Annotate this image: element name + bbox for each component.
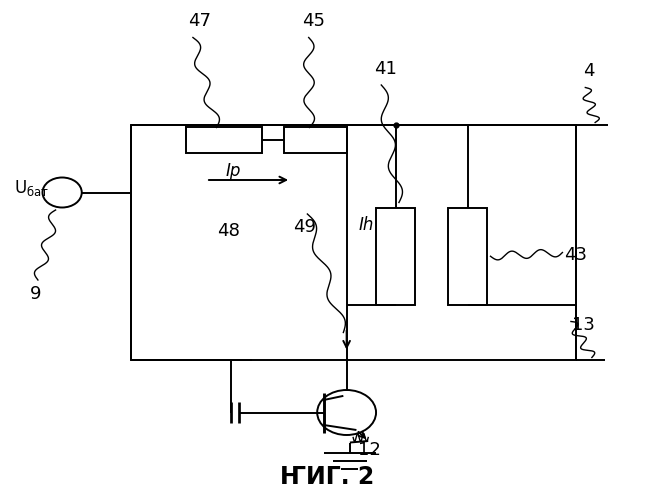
Text: 47: 47: [188, 12, 211, 30]
Bar: [284, 128, 347, 152]
Bar: [376, 208, 415, 305]
Text: 49: 49: [292, 218, 316, 236]
Text: U$_{\mathregular{бат}}$: U$_{\mathregular{бат}}$: [14, 178, 50, 198]
Bar: [131, 125, 576, 360]
Text: 43: 43: [564, 246, 587, 264]
Text: 9: 9: [30, 285, 42, 303]
Text: 4: 4: [583, 62, 594, 80]
Text: 12: 12: [358, 441, 381, 459]
Text: 13: 13: [572, 316, 595, 334]
Bar: [186, 128, 262, 152]
Text: Ip: Ip: [226, 162, 241, 180]
Text: ҤИГ. 2: ҤИГ. 2: [280, 466, 374, 489]
Text: 48: 48: [218, 222, 240, 240]
Text: Ih: Ih: [358, 216, 374, 234]
Text: 45: 45: [302, 12, 326, 30]
Text: 41: 41: [375, 60, 397, 78]
Bar: [448, 208, 487, 305]
